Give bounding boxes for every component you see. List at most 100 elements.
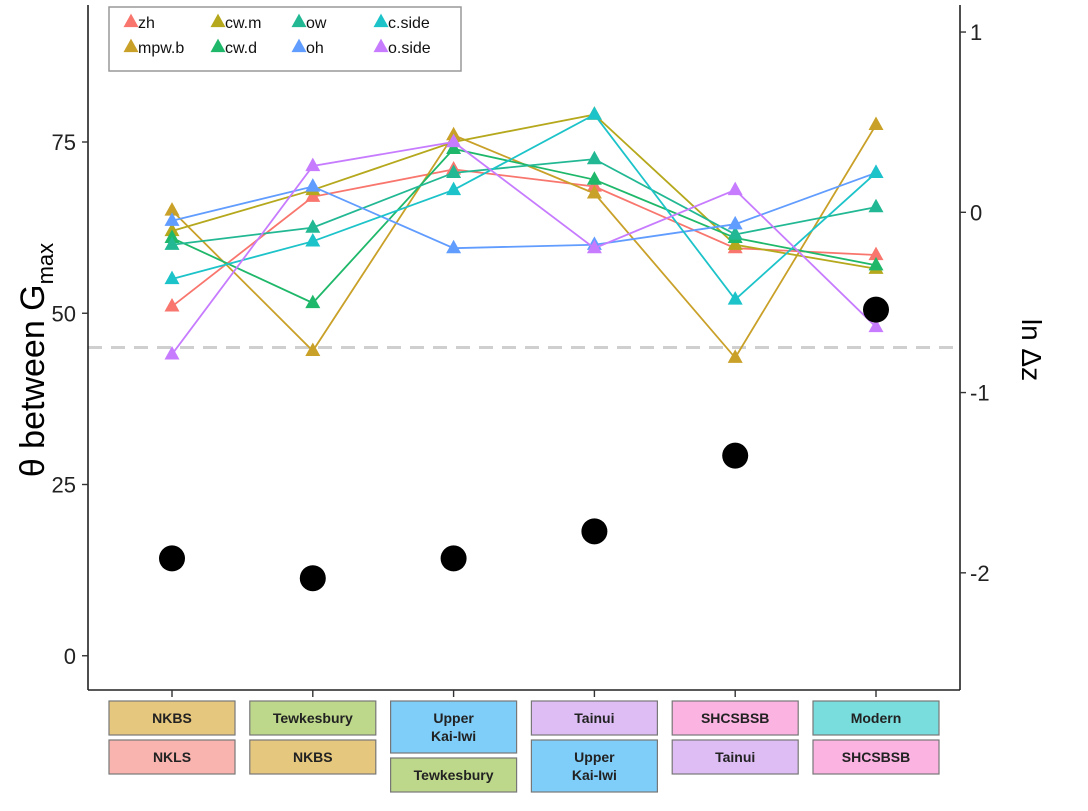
legend-label-cw-m: cw.m <box>225 15 261 32</box>
y-tick-label: 75 <box>52 130 76 155</box>
y-axis-title: θ between Gmax <box>14 243 58 477</box>
category-label-bottom: Upper Kai-Iwi <box>572 749 617 783</box>
series-point-c-side <box>305 232 321 247</box>
category-box-bottom <box>108 739 236 775</box>
legend-marker-mpw-b <box>123 38 139 53</box>
series-point-cw-d <box>446 140 462 154</box>
category-label-bottom: NKBS <box>293 749 333 765</box>
series-line-oh <box>171 171 877 250</box>
series-point-ow <box>586 150 602 165</box>
ln-dz-point <box>299 565 326 592</box>
series-point-cw-d <box>868 256 884 271</box>
category-box-top <box>530 700 659 736</box>
series-point-ow <box>868 198 884 213</box>
legend-label-ow: ow <box>306 15 327 32</box>
series-line-o-side <box>171 141 877 355</box>
y2-axis-title: ln Δz <box>1016 319 1047 381</box>
legend-label-mpw-b: mpw.b <box>138 40 184 57</box>
category-box-top <box>249 700 377 736</box>
series-point-ow <box>446 164 462 178</box>
series-line-c-side <box>171 113 877 301</box>
category-label-bottom: SHCSBSB <box>842 749 910 765</box>
series-point-mpw-b <box>305 342 321 357</box>
legend-marker-ow <box>291 13 307 28</box>
y-tick-label: 25 <box>52 473 76 498</box>
legend-label-oh: oh <box>306 40 324 57</box>
series-point-mpw-b <box>727 349 743 363</box>
category-label-top: Tainui <box>574 710 614 726</box>
category-label-top: NKBS <box>152 710 192 726</box>
category-label-top: SHCSBSB <box>701 710 769 726</box>
series-point-o-side <box>446 133 462 148</box>
series-point-c-side <box>727 291 743 305</box>
ln-dz-point <box>863 296 889 323</box>
y-tick-label: 50 <box>52 301 76 326</box>
category-box-top <box>390 700 518 754</box>
legend-label-cw-d: cw.d <box>225 40 257 57</box>
series-point-o-side <box>305 157 321 172</box>
series-point-cw-m <box>727 236 743 250</box>
series-point-c-side <box>586 106 602 120</box>
series-point-mpw-b <box>164 202 180 216</box>
series-point-c-side <box>446 181 462 196</box>
series-point-oh <box>164 212 180 226</box>
series-point-mpw-b <box>446 126 462 141</box>
series-point-oh <box>727 215 743 230</box>
series-point-ow <box>164 236 180 250</box>
series-point-ow <box>305 219 321 233</box>
category-box-top <box>108 700 236 736</box>
category-box-top <box>812 700 940 736</box>
ln-dz-point <box>581 518 608 545</box>
series-line-ow <box>171 158 877 246</box>
y2-tick-label: 0 <box>970 200 982 225</box>
y2-tick-label: -1 <box>970 381 990 406</box>
series-point-oh <box>446 239 462 254</box>
legend-label-o-side: o.side <box>388 40 431 57</box>
category-label-bottom: NKLS <box>153 749 191 765</box>
y2-tick-label: -2 <box>970 561 990 586</box>
series-point-zh <box>305 188 321 202</box>
legend-marker-c-side <box>373 13 389 28</box>
series-point-cw-m <box>164 222 180 237</box>
legend-marker-o-side <box>373 38 389 53</box>
series-point-o-side <box>868 318 884 333</box>
y-tick-label: 0 <box>64 644 76 669</box>
series-point-ow <box>727 226 743 240</box>
category-label-top: Upper Kai-Iwi <box>431 710 476 744</box>
series-point-oh <box>305 178 321 192</box>
category-box-top <box>671 700 799 736</box>
ln-dz-point <box>440 545 467 572</box>
y-axis-title-subscript: max <box>33 243 58 285</box>
series-point-c-side <box>868 164 884 178</box>
legend-marker-cw-m <box>210 13 226 28</box>
category-label-bottom: Tewkesbury <box>414 767 494 783</box>
legend-marker-zh <box>123 13 139 28</box>
category-box-bottom <box>530 739 659 793</box>
ln-dz-point <box>722 442 749 469</box>
legend-marker-oh <box>291 38 307 53</box>
category-box-bottom <box>390 757 518 793</box>
legend-marker-cw-d <box>210 38 226 53</box>
series-point-mpw-b <box>586 185 602 199</box>
series-point-mpw-b <box>868 116 884 131</box>
series-point-c-side <box>164 270 180 285</box>
series-point-zh <box>586 178 602 192</box>
legend-label-c-side: c.side <box>388 15 430 32</box>
series-point-zh <box>164 298 180 312</box>
y-axis-title-main: θ between G <box>14 284 52 477</box>
series-point-cw-d <box>586 171 602 185</box>
series-point-cw-d <box>305 294 321 309</box>
category-box-bottom <box>812 739 940 775</box>
series-point-o-side <box>586 239 602 254</box>
series-line-mpw-b <box>171 124 877 360</box>
series-line-cw-d <box>171 147 877 305</box>
legend-label-zh: zh <box>138 15 155 32</box>
ln-dz-point <box>159 545 185 572</box>
category-label-top: Tewkesbury <box>273 710 353 726</box>
y2-tick-label: 1 <box>970 20 982 45</box>
series-point-cw-d <box>164 229 180 244</box>
category-label-bottom: Tainui <box>715 749 755 765</box>
series-point-o-side <box>727 181 743 196</box>
series-point-o-side <box>164 345 180 360</box>
